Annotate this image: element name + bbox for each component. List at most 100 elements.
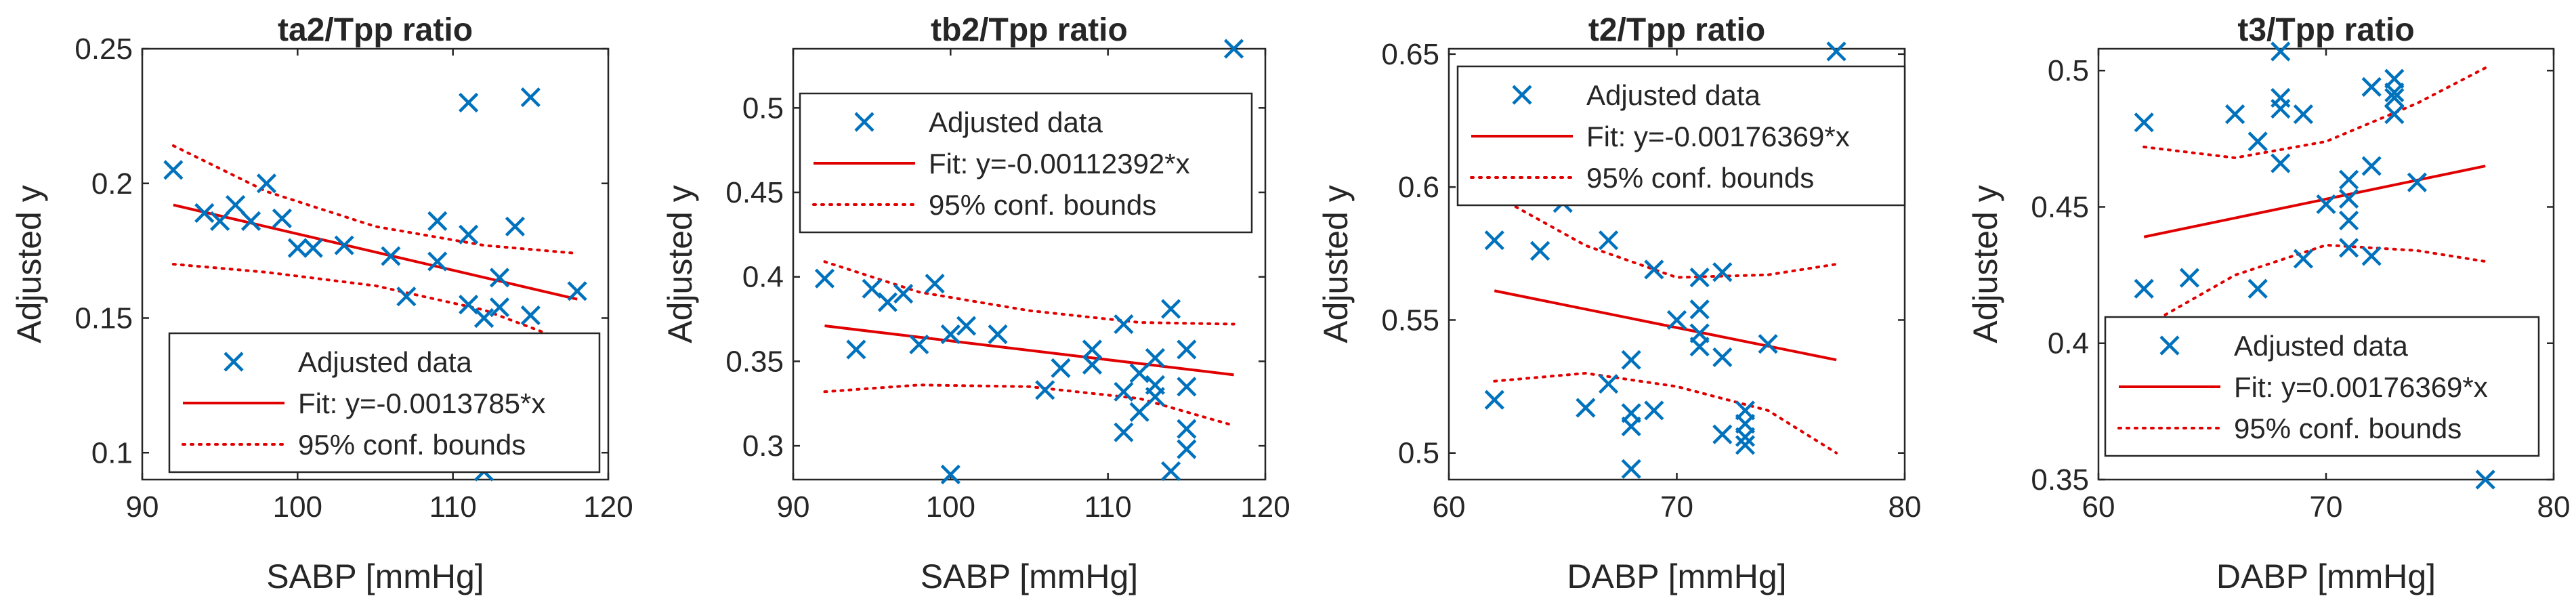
y-axis-label: Adjusted y: [1317, 185, 1355, 343]
y-tick-label: 0.6: [1398, 171, 1439, 204]
conf-bound-lower: [2142, 243, 2487, 329]
data-point: [303, 238, 323, 258]
x-tick-label: 110: [429, 490, 477, 524]
data-point: [2407, 172, 2427, 192]
y-tick-label: 0.4: [2048, 327, 2089, 360]
legend-marker: [854, 112, 874, 132]
data-point: [396, 287, 417, 307]
data-point: [1161, 461, 1181, 482]
chart-title: tb2/Tpp ratio: [931, 12, 1128, 48]
legend-label: 95% conf. bounds: [2234, 413, 2462, 444]
conf-bound-lower: [1493, 371, 1838, 455]
legend-label: 95% conf. bounds: [929, 189, 1156, 221]
data-point: [2339, 169, 2359, 190]
data-point: [2134, 112, 2154, 133]
data-point: [427, 211, 448, 231]
data-point: [2293, 104, 2313, 125]
x-tick-label: 70: [1660, 490, 1693, 524]
data-point: [1598, 374, 1619, 394]
data-point: [2339, 188, 2359, 209]
data-point: [1484, 230, 1504, 251]
x-axis-label: DABP [mmHg]: [2216, 557, 2436, 595]
data-point: [2271, 153, 2291, 173]
data-point: [988, 324, 1008, 345]
conf-bound-upper: [171, 144, 579, 255]
data-point: [2361, 246, 2382, 266]
conf-bound-lower: [823, 383, 1236, 427]
fit-line: [1494, 289, 1837, 362]
data-point: [862, 278, 882, 299]
data-point: [1689, 299, 1710, 320]
data-point: [940, 324, 960, 345]
data-point: [2339, 238, 2359, 258]
y-tick-label: 0.65: [1381, 38, 1439, 71]
y-tick-label: 0.25: [75, 33, 133, 66]
legend-label: Adjusted data: [298, 346, 473, 378]
data-point: [2134, 278, 2154, 299]
data-point: [1644, 400, 1664, 421]
data-point: [1576, 398, 1596, 418]
chart-title: t3/Tpp ratio: [2237, 12, 2414, 48]
data-point: [1114, 381, 1134, 402]
data-point: [877, 292, 898, 312]
y-axis-label: Adjusted y: [661, 185, 699, 343]
data-point: [163, 160, 184, 180]
data-point: [567, 281, 587, 301]
conf-bound-lower: [171, 263, 579, 347]
chart-panel-t3-tpp: 60 70 80 0.35 0.4 0.45 0.5 t3/Tpp ratio DABP [mm…: [1966, 12, 2570, 595]
data-point: [2293, 249, 2313, 269]
data-point: [2361, 156, 2382, 176]
data-point: [1161, 299, 1181, 319]
y-tick-label: 0.5: [2048, 54, 2089, 87]
y-axis-label: Adjusted y: [10, 185, 48, 343]
legend-marker: [1512, 85, 1532, 105]
x-tick-label: 80: [2537, 490, 2571, 524]
data-point: [1735, 427, 1756, 447]
x-axis-label: SABP [mmHg]: [921, 557, 1138, 595]
data-point: [1712, 262, 1733, 282]
data-point: [381, 246, 401, 266]
data-point: [940, 464, 960, 485]
fit-line: [173, 203, 578, 301]
chart-title: t2/Tpp ratio: [1588, 12, 1765, 48]
chart-panel-ta2-tpp: 90 100 110 120 0.1 0.15 0.2 0.25 ta2/Tpp ratio SA…: [10, 12, 633, 595]
data-point: [1223, 39, 1244, 59]
conf-bound-upper: [823, 260, 1236, 326]
data-point: [1177, 419, 1197, 439]
data-point: [846, 339, 866, 360]
conf-bound-upper: [1493, 193, 1838, 279]
data-point: [956, 316, 977, 336]
data-point: [2247, 131, 2268, 152]
x-tick-label: 80: [1888, 490, 1922, 524]
data-point: [2271, 98, 2291, 119]
x-tick-label: 60: [2082, 490, 2115, 524]
data-point: [1145, 387, 1165, 407]
axes-box: [792, 47, 1267, 481]
data-point: [194, 203, 215, 224]
data-point: [2384, 82, 2405, 102]
data-point: [1758, 334, 1778, 354]
chart-title: ta2/Tpp ratio: [278, 12, 473, 48]
data-point: [520, 305, 541, 326]
data-point: [505, 216, 525, 236]
data-point: [520, 87, 541, 108]
fit-line: [824, 324, 1234, 377]
data-point: [1035, 380, 1055, 400]
legend-label: Fit: y=-0.00176369*x: [1586, 121, 1850, 152]
y-tick-label: 0.5: [742, 91, 784, 125]
x-axis-label: SABP [mmHg]: [266, 557, 484, 595]
data-point: [2247, 278, 2268, 299]
legend-label: Fit: y=0.00176369*x: [2234, 371, 2488, 403]
y-tick-label: 0.3: [742, 429, 784, 463]
chart-panel-t2-tpp: 60 70 80 0.5 0.55 0.6 0.65 t2/Tpp ratio DABP [mm…: [1317, 12, 1921, 595]
legend: Adjusted data Fit: y=0.00176369*x 95% conf…: [2104, 316, 2540, 457]
y-tick-label: 0.35: [2031, 463, 2089, 497]
data-point: [1114, 314, 1134, 335]
data-point: [459, 92, 479, 113]
data-point: [2384, 87, 2405, 108]
data-point: [893, 284, 914, 304]
legend-label: Adjusted data: [2234, 330, 2409, 362]
y-tick-label: 0.15: [75, 302, 133, 335]
data-point: [1177, 339, 1197, 360]
data-point: [473, 308, 494, 329]
